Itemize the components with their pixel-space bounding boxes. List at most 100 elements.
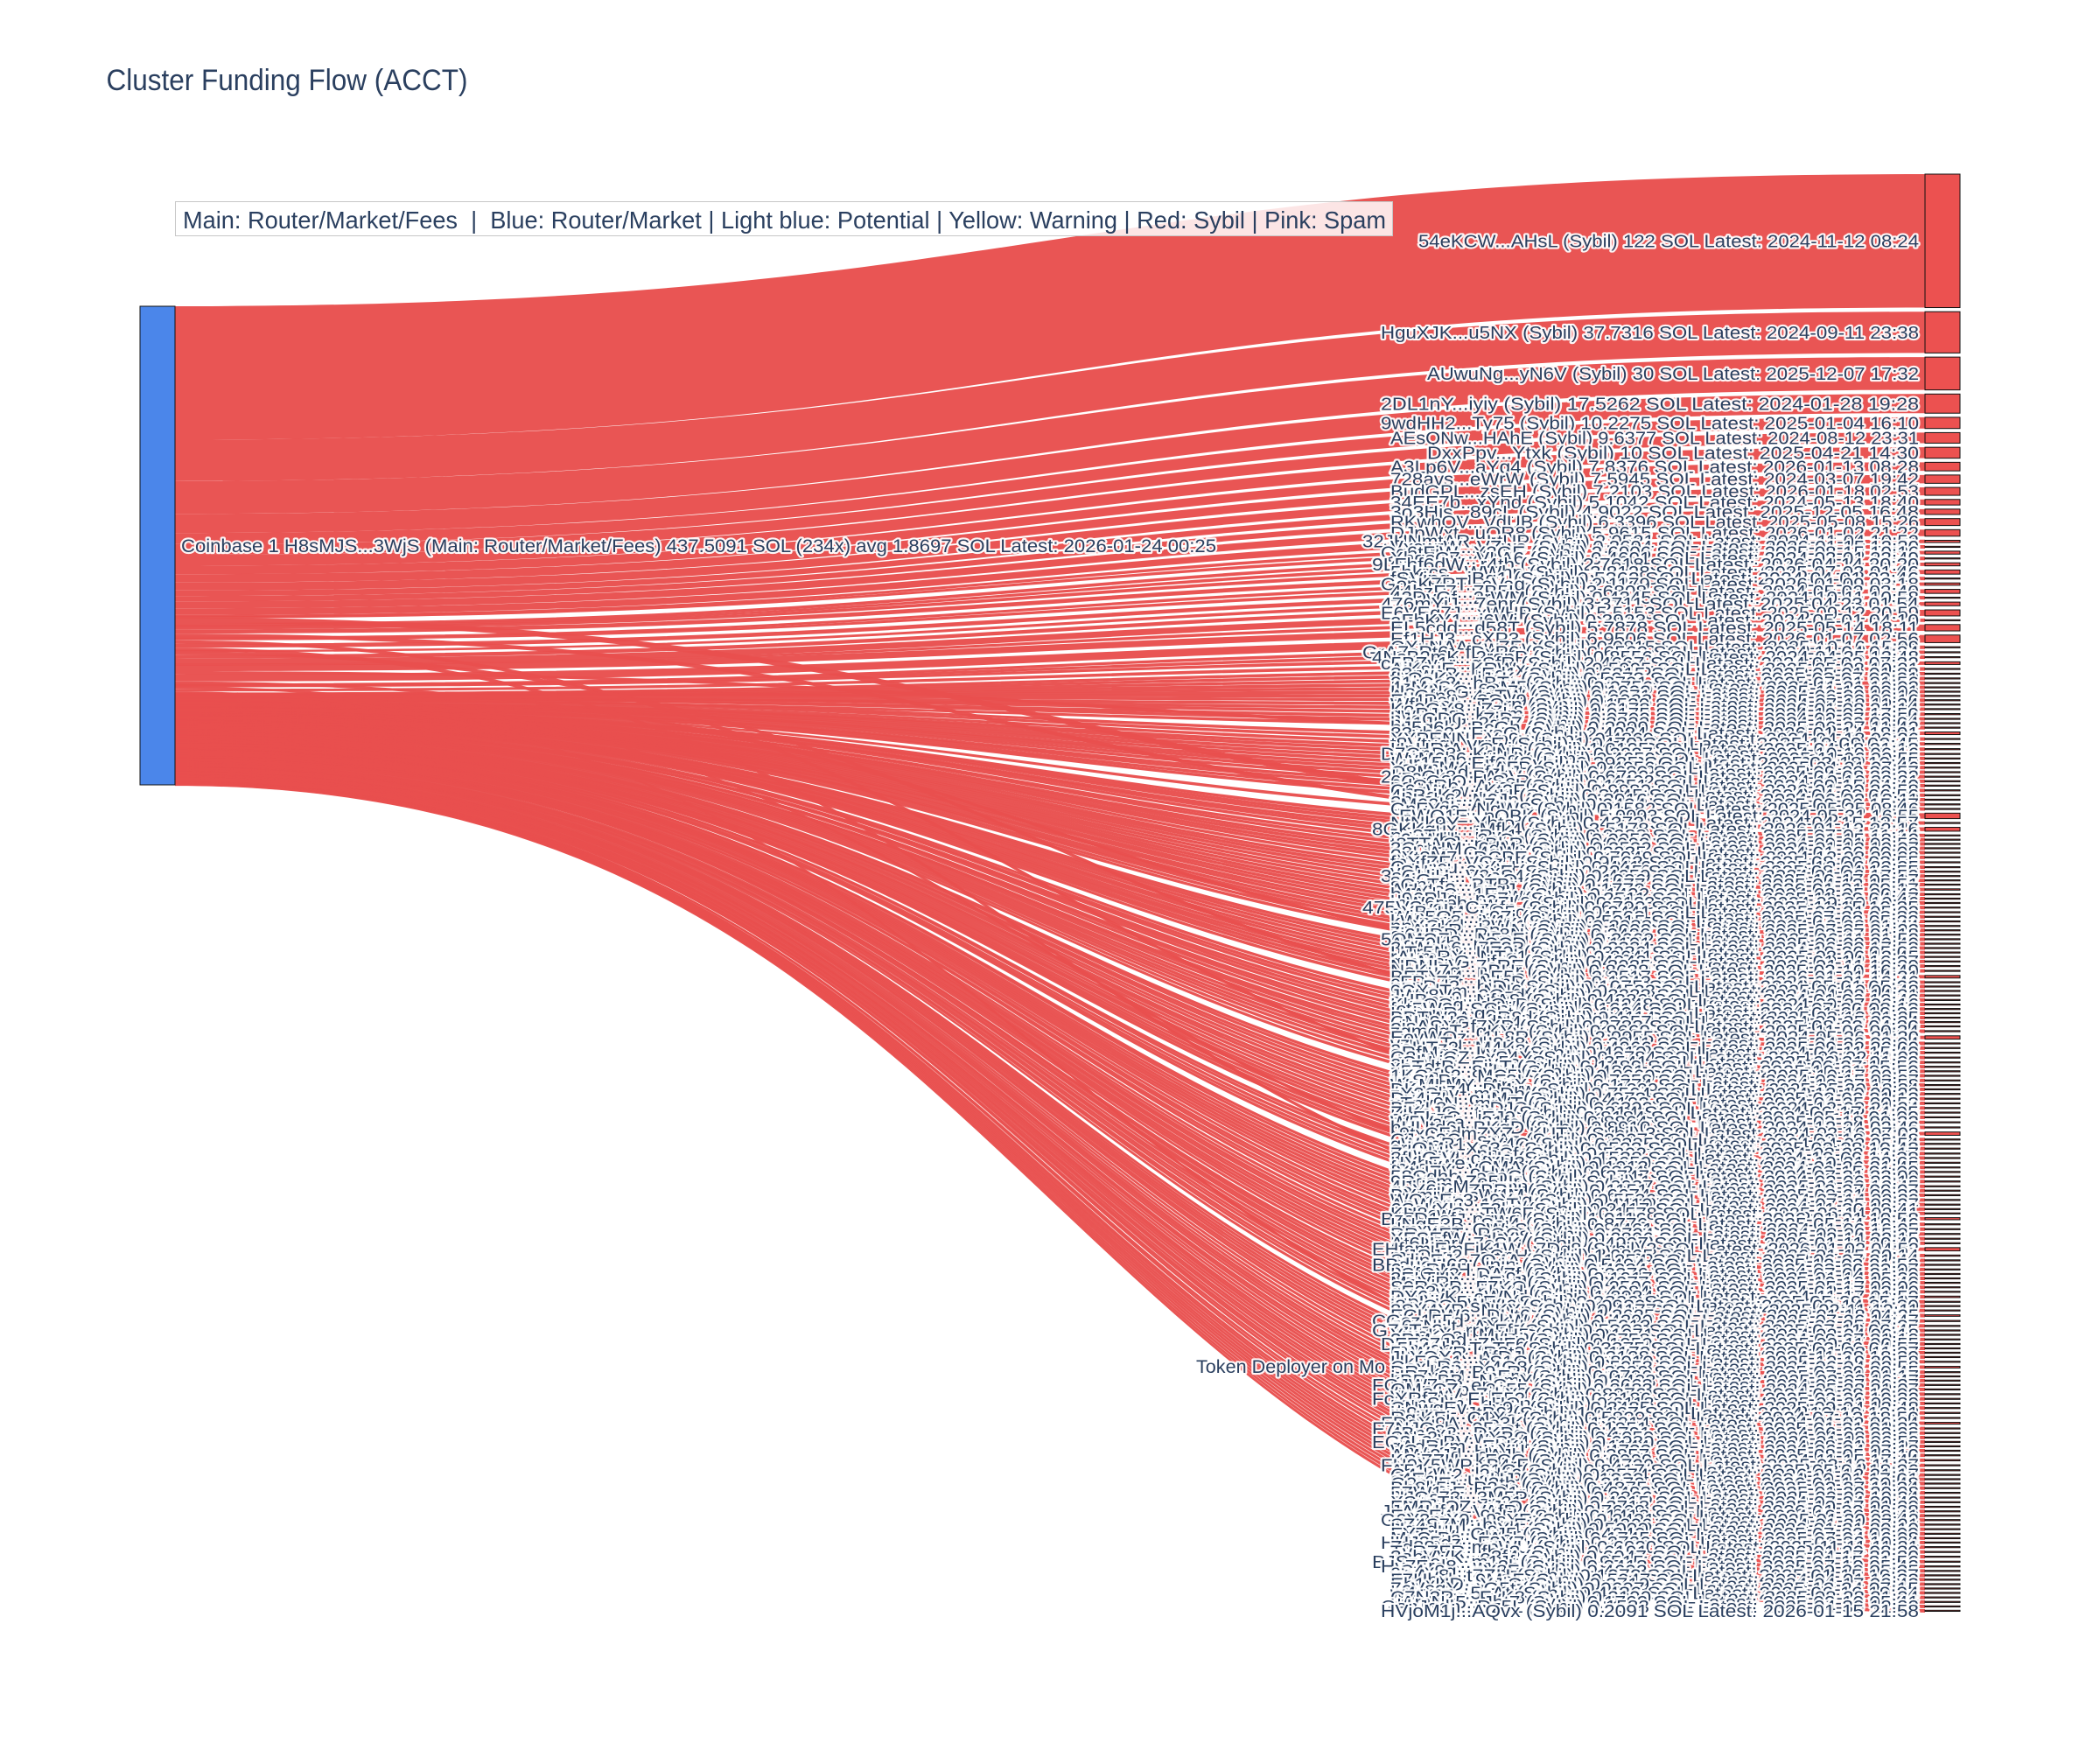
svg-text:3ahVVK...e3f4 (Sybil) 0.6047 S: 3ahVVK...e3f4 (Sybil) 0.6047 SOL Latest:… (1390, 1548, 1919, 1567)
svg-text:ng3Tqu...jPw1 (Sybil) 0.2288 S: ng3Tqu...jPw1 (Sybil) 0.2288 SOL Latest:… (1390, 827, 1919, 846)
svg-text:cS4x9q...zY8F (Sybil) 0.4693 S: cS4x9q...zY8F (Sybil) 0.4693 SOL Latest:… (1390, 1562, 1919, 1581)
svg-text:CGsz155d...sskW (Sybil) 0.4390: CGsz155d...sskW (Sybil) 0.4390 SOL Lates… (1372, 1312, 1919, 1332)
svg-text:4bBdK2...ivtU (Sybil) 0.3445 S: 4bBdK2...ivtU (Sybil) 0.3445 SOL Latest:… (1390, 787, 1919, 806)
svg-text:AiKsuE...KRWx (Sybil) 0.5905 S: AiKsuE...KRWx (Sybil) 0.5905 SOL Latest:… (1390, 661, 1919, 680)
svg-text:t8Vtug...vrrE (Sybil) 1.0479 S: t8Vtug...vrrE (Sybil) 1.0479 SOL Latest:… (1390, 735, 1919, 754)
svg-text:SZ4S7M...bvqE (Sybil) 0.4206 S: SZ4S7M...bvqE (Sybil) 0.4206 SOL Latest:… (1390, 1516, 1919, 1535)
svg-text:cj6HDD...Ro8N (Sybil) 0.3426 S: cj6HDD...Ro8N (Sybil) 0.3426 SOL Latest:… (1390, 926, 1919, 945)
svg-text:9LFhf6dW...r4th (Sybil) 2.7618: 9LFhf6dW...r4th (Sybil) 2.7618 SOL Lates… (1372, 556, 1919, 575)
svg-text:HVjoM1j...AQvx (Sybil) 0.2091: HVjoM1j...AQvx (Sybil) 0.2091 SOL Latest… (1381, 1602, 1919, 1621)
svg-text:tqpLjj...5wEc (Sybil) 0.2306 S: tqpLjj...5wEc (Sybil) 0.2306 SOL Latest:… (1390, 1293, 1919, 1312)
svg-text:43DyGf...2rWM (Sybil) 0.4345 S: 43DyGf...2rWM (Sybil) 0.4345 SOL Latest:… (1390, 589, 1919, 608)
svg-text:6wyRMH...ryaj (Sybil) 0.4234 S: 6wyRMH...ryaj (Sybil) 0.4234 SOL Latest:… (1390, 1261, 1919, 1280)
svg-text:AHxta9...hpgJ (Sybil) 1.1772 S: AHxta9...hpgJ (Sybil) 1.1772 SOL Latest:… (1390, 881, 1919, 900)
svg-text:Ex4PaA...8QV9 (Sybil) 0.3023 S: Ex4PaA...8QV9 (Sybil) 0.3023 SOL Latest:… (1390, 691, 1919, 710)
svg-text:YweLXo...MyH5 (Sybil) 0.1971 S: YweLXo...MyH5 (Sybil) 0.1971 SOL Latest:… (1390, 1326, 1919, 1346)
svg-text:t8TTAG...pBhR (Sybil) 0.0993 S: t8TTAG...pBhR (Sybil) 0.0993 SOL Latest:… (1390, 836, 1919, 855)
svg-text:h41JHU...2g37 (Sybil) 0.3822 S: h41JHU...2g37 (Sybil) 0.3822 SOL Latest:… (1390, 715, 1919, 734)
svg-text:fLQaKX...iJcK (Sybil) 0.5073 S: fLQaKX...iJcK (Sybil) 0.5073 SOL Latest:… (1390, 669, 1919, 689)
svg-text:AMy2Jd...dAJh (Sybil) 0.3857 S: AMy2Jd...dAJh (Sybil) 0.3857 SOL Latest:… (1390, 1446, 1919, 1466)
svg-text:DxxPpv...Ytxk (Sybil) 10 SOL L: DxxPpv...Ytxk (Sybil) 10 SOL Latest: 202… (1427, 444, 1919, 463)
svg-text:3ELTUX...bm9a (Sybil) 0.1917 S: 3ELTUX...bm9a (Sybil) 0.1917 SOL Latest:… (1390, 1270, 1919, 1289)
svg-text:DY6rvK...oWNd (Sybil) 1.2984 S: DY6rvK...oWNd (Sybil) 1.2984 SOL Latest:… (1390, 1288, 1919, 1307)
svg-text:Hv7Frd8...wy2b (Sybil) 0.2413: Hv7Frd8...wy2b (Sybil) 0.2413 SOL Latest… (1381, 1558, 1919, 1577)
svg-text:2DL1nY...iyiy (Sybil) 17.5262: 2DL1nY...iyiy (Sybil) 17.5262 SOL Latest… (1381, 395, 1919, 414)
svg-text:A3Lp6V...aYg4 (Sybil) 7.8376 S: A3Lp6V...aYg4 (Sybil) 7.8376 SOL Latest:… (1390, 458, 1919, 477)
svg-text:6ScLXU...53kn (Sybil) 0.2417 S: 6ScLXU...53kn (Sybil) 0.2417 SOL Latest:… (1390, 1200, 1919, 1220)
svg-text:Bb8k5J...P2qc (Sybil) 0.4875 S: Bb8k5J...P2qc (Sybil) 0.4875 SOL Latest:… (1390, 1480, 1919, 1499)
svg-text:xbTdtB...FipT (Sybil) 0.1480 S: xbTdtB...FipT (Sybil) 0.1480 SOL Latest:… (1390, 1058, 1919, 1077)
svg-text:c4Ecgj...ugHJ (Sybil) 0.1232 S: c4Ecgj...ugHJ (Sybil) 0.1232 SOL Latest:… (1390, 1471, 1919, 1490)
svg-text:u96PJg...na7y (Sybil) 0.2511 S: u96PJg...na7y (Sybil) 0.2511 SOL Latest:… (1390, 890, 1919, 909)
svg-text:gE93w2...phXd (Sybil) 0.4084 S: gE93w2...phXd (Sybil) 0.4084 SOL Latest:… (1390, 1283, 1919, 1302)
svg-text:in9gpv...JtB9 (Sybil) 1.0167 S: in9gpv...JtB9 (Sybil) 1.0167 SOL Latest:… (1390, 1404, 1919, 1424)
svg-text:zgAKhR...bpLN (Sybil) 0.1092 S: zgAKhR...bpLN (Sybil) 0.1092 SOL Latest:… (1390, 921, 1919, 941)
svg-text:RgjKFi...C1Xe (Sybil) 0.5829 S: RgjKFi...C1Xe (Sybil) 0.5829 SOL Latest:… (1390, 1410, 1919, 1429)
svg-text:A51zqL...j61C (Sybil) 0.8417 S: A51zqL...j61C (Sybil) 0.8417 SOL Latest:… (1390, 1461, 1919, 1480)
svg-text:cHBpzu...NfA8 (Sybil) 0.4386 S: cHBpzu...NfA8 (Sybil) 0.4386 SOL Latest:… (1390, 991, 1919, 1011)
svg-text:hJqGDG...ZiDy (Sybil) 0.0702 S: hJqGDG...ZiDy (Sybil) 0.0702 SOL Latest:… (1390, 710, 1919, 730)
svg-text:eaFLzC...jFJ9 (Sybil) 0.8184 S: eaFLzC...jFJ9 (Sybil) 0.8184 SOL Latest:… (1390, 1109, 1919, 1128)
svg-text:BzsD1of...pgwq (Sybil) 1.9116: BzsD1of...pgwq (Sybil) 1.9116 SOL Latest… (1381, 1210, 1919, 1229)
svg-text:Eb1xUD...YJiG (Sybil) 0.3719 S: Eb1xUD...YJiG (Sybil) 0.3719 SOL Latest:… (1390, 1576, 1919, 1595)
svg-text:eXt3M7...DCPE (Sybil) 0.7049 S: eXt3M7...DCPE (Sybil) 0.7049 SOL Latest:… (1390, 849, 1919, 868)
svg-text:7cVsqY...yG5t (Sybil) 0.0697 S: 7cVsqY...yG5t (Sybil) 0.0697 SOL Latest:… (1390, 1580, 1919, 1600)
svg-text:KH8cwG...TW6F (Sybil) 0.1578 S: KH8cwG...TW6F (Sybil) 0.1578 SOL Latest:… (1390, 1205, 1919, 1224)
svg-text:4zMpS4...eoM5 (Sybil) 0.0756 S: 4zMpS4...eoM5 (Sybil) 0.0756 SOL Latest:… (1390, 679, 1919, 698)
svg-text:Lur15L...Ejf6 (Sybil) 0.3925 S: Lur15L...Ejf6 (Sybil) 0.3925 SOL Latest:… (1390, 754, 1919, 774)
svg-text:W5Va5a...31fe (Sybil) 0.8864 S: W5Va5a...31fe (Sybil) 0.8864 SOL Latest:… (1390, 1114, 1919, 1133)
svg-text:Wjn5Q5...k97j (Sybil) 0.4562 S: Wjn5Q5...k97j (Sybil) 0.4562 SOL Latest:… (1390, 908, 1919, 928)
svg-text:CqLhcu...cXwH (Sybil) 0.4416 S: CqLhcu...cXwH (Sybil) 0.4416 SOL Latest:… (1390, 858, 1919, 878)
svg-text:FDoXi9A...Ao3K (Sybil) 1.6214: FDoXi9A...Ao3K (Sybil) 1.6214 SOL Latest… (1381, 1415, 1919, 1434)
svg-text:Main: Router/Market/Fees | B: Main: Router/Market/Fees | Blue: Router/… (183, 206, 1386, 234)
svg-text:BETY44...bE5e (Sybil) 2.3517 S: BETY44...bE5e (Sybil) 2.3517 SOL Latest:… (1390, 968, 1919, 987)
svg-text:3PMzQd...LHuj (Sybil) 0.6758 S: 3PMzQd...LHuj (Sybil) 0.6758 SOL Latest:… (1390, 1331, 1919, 1350)
svg-text:EpCE4p...9bLk (Sybil) 0.1412 S: EpCE4p...9bLk (Sybil) 0.1412 SOL Latest:… (1390, 1507, 1919, 1526)
svg-text:NsKu7g...nBHr (Sybil) 0.8638 S: NsKu7g...nBHr (Sybil) 0.8638 SOL Latest:… (1390, 962, 1919, 982)
svg-text:cFPgZZ...AdnD (Sybil) 0.1843 S: cFPgZZ...AdnD (Sybil) 0.1843 SOL Latest:… (1390, 974, 1919, 993)
svg-text:At6Umr...7cSK (Sybil) 0.4997 S: At6Umr...7cSK (Sybil) 0.4997 SOL Latest:… (1390, 1235, 1919, 1254)
svg-text:5QMQZo...N5pFj (Sybil) 0.3662: 5QMQZo...N5pFj (Sybil) 0.3662 SOL Latest… (1381, 930, 1919, 949)
svg-text:MyCrPa...1Aoh (Sybil) 0.1745 S: MyCrPa...1Aoh (Sybil) 0.1745 SOL Latest:… (1390, 1530, 1919, 1549)
svg-text:FGJW7rP...enGsL (Sybil) 0.2663: FGJW7rP...enGsL (Sybil) 0.2663 SOL Lates… (1372, 1376, 1919, 1396)
svg-text:qeY6iu...ZBRH (Sybil) 0.1151 S: qeY6iu...ZBRH (Sybil) 0.1151 SOL Latest:… (1390, 1182, 1919, 1201)
svg-text:BudGPL...zsEH (Sybil) 7.2103 S: BudGPL...zsEH (Sybil) 7.2103 SOL Latest:… (1390, 483, 1919, 502)
svg-text:Q8MnVd...fzkJ (Sybil) 0.4680 S: Q8MnVd...fzkJ (Sybil) 0.4680 SOL Latest:… (1390, 764, 1919, 783)
svg-text:GexhR6...X4G8 (Sybil) 1.5058 S: GexhR6...X4G8 (Sybil) 1.5058 SOL Latest:… (1390, 1359, 1919, 1378)
svg-text:475VSyoj...Czcfn (Sybil) 0.679: 475VSyoj...Czcfn (Sybil) 0.6790 SOL Late… (1362, 899, 1919, 918)
svg-text:2kzcCk8...PAeV (Sybil) 0.6790: 2kzcCk8...PAeV (Sybil) 0.6790 SOL Latest… (1381, 768, 1919, 788)
svg-text:dmxyey...CWxS (Sybil) 0.4461 S: dmxyey...CWxS (Sybil) 0.4461 SOL Latest:… (1390, 1221, 1919, 1240)
svg-text:JJA4Uf4...VAfP (Sybil) 0.7669: JJA4Uf4...VAfP (Sybil) 0.7669 SOL Latest… (1381, 1502, 1919, 1522)
svg-text:BBduoU68...injn (Sybil) 0.5494: BBduoU68...injn (Sybil) 0.5494 SOL Lates… (1372, 1256, 1919, 1276)
svg-text:NDNLiV...7cRE (Sybil) 0.3935 S: NDNLiV...7cRE (Sybil) 0.3935 SOL Latest:… (1390, 957, 1919, 976)
svg-text:WfHhek...TQrp (Sybil) 0.1530 S: WfHhek...TQrp (Sybil) 0.1530 SOL Latest:… (1390, 696, 1919, 715)
svg-text:LqjwpR...geht (Sybil) 0.1204 S: LqjwpR...geht (Sybil) 0.1204 SOL Latest:… (1390, 1004, 1919, 1024)
svg-text:Zuwhka...pbCf (Sybil) 0.5202 S: Zuwhka...pbCf (Sybil) 0.5202 SOL Latest:… (1390, 1144, 1919, 1164)
svg-text:G8wVGZ...xS4X (Sybil) 0.9784 S: G8wVGZ...xS4X (Sybil) 0.9784 SOL Latest:… (1390, 1049, 1919, 1068)
svg-text:9txCFdmZXZ...KUTY (Sybil) 3 SO: 9txCFdmZXZ...KUTY (Sybil) 3 SOL Latest: … (1399, 1125, 1919, 1144)
svg-text:fn4dVx...yCMA (Sybil) 0.1013 S: fn4dVx...yCMA (Sybil) 0.1013 SOL Latest:… (1390, 1158, 1919, 1178)
svg-text:QMnCZp...9y55 (Sybil) 0.3483 S: QMnCZp...9y55 (Sybil) 0.3483 SOL Latest:… (1390, 1381, 1919, 1400)
svg-text:Hq4duu...LcX4 (Sybil) 0.5000 S: Hq4duu...LcX4 (Sybil) 0.5000 SOL Latest:… (1390, 1521, 1919, 1540)
svg-text:UTr5Nu...UZ9i (Sybil) 0.3036 S: UTr5Nu...UZ9i (Sybil) 0.3036 SOL Latest:… (1390, 944, 1919, 963)
svg-text:3vWen6...7F3B (Sybil) 0.3334 S: 3vWen6...7F3B (Sybil) 0.3334 SOL Latest:… (1390, 940, 1919, 959)
svg-text:HP7y2M...tnEm (Sybil) 0.0796 S: HP7y2M...tnEm (Sybil) 0.0796 SOL Latest:… (1390, 1368, 1919, 1387)
svg-text:ySNjcr...6XxF (Sybil) 0.2245 S: ySNjcr...6XxF (Sybil) 0.2245 SOL Latest:… (1390, 863, 1919, 882)
svg-text:58Cdhb...esoG (Sybil) 0.3747 S: 58Cdhb...esoG (Sybil) 0.3747 SOL Latest:… (1390, 1168, 1919, 1187)
svg-text:ebLsb6...N6Jp (Sybil) 0.3916 S: ebLsb6...N6Jp (Sybil) 0.3916 SOL Latest:… (1390, 791, 1919, 810)
svg-text:GrA7sPt6...fDxP6 (Sybil) 0.656: GrA7sPt6...fDxP6 (Sybil) 0.6560 SOL Late… (1362, 644, 1919, 663)
svg-text:fnXfZF...VCzJ (Sybil) 0.9563 S: fnXfZF...VCzJ (Sybil) 0.9563 SOL Latest:… (1390, 854, 1919, 873)
svg-text:GonK7RT...cVag (Sybil) 2.1179: GonK7RT...cVag (Sybil) 2.1179 SOL Latest… (1381, 576, 1919, 595)
svg-text:Qg6tFjW...X3GE (Sybil) 2.6906: Qg6tFjW...X3GE (Sybil) 2.6906 SOL Latest… (1381, 544, 1919, 564)
svg-text:uaSAPm...eF3L (Sybil) 0.7258 S: uaSAPm...eF3L (Sybil) 0.7258 SOL Latest:… (1390, 1072, 1919, 1091)
svg-text:5ZW1yE...5Q1r (Sybil) 0.6493 S: 5ZW1yE...5Q1r (Sybil) 0.6493 SOL Latest:… (1390, 1484, 1919, 1503)
svg-text:EL5cdd...d58T (Sybil) 5.7878 S: EL5cdd...d58T (Sybil) 5.7878 SOL Latest:… (1390, 619, 1919, 638)
svg-text:RKwhOV...VdUB (Sybil) 6.3396 S: RKwhOV...VdUB (Sybil) 6.3396 SOL Latest:… (1390, 514, 1919, 533)
svg-text:bHUtd6...BKqD (Sybil) 0.8910 S: bHUtd6...BKqD (Sybil) 0.8910 SOL Latest:… (1390, 1119, 1919, 1138)
svg-text:pdQtRb...Aved (Sybil) 0.1251 S: pdQtRb...Aved (Sybil) 0.1251 SOL Latest:… (1390, 777, 1919, 796)
svg-text:BYmjvf...sW4M (Sybil) 0.6674 S: BYmjvf...sW4M (Sybil) 0.6674 SOL Latest:… (1390, 1186, 1919, 1206)
svg-text:E6VEg7J...xWHP (Sybil) 5.5153: E6VEg7J...xWHP (Sybil) 5.5153 SOL Latest… (1381, 605, 1919, 624)
svg-text:TvRZFR...fbd3 (Sybil) 0.6191 S: TvRZFR...fbd3 (Sybil) 0.6191 SOL Latest:… (1390, 1544, 1919, 1563)
svg-text:zM62hi...A7pu (Sybil) 0.6424 S: zM62hi...A7pu (Sybil) 0.6424 SOL Latest:… (1390, 795, 1919, 815)
svg-text:GnFYqa...NqWS (Sybil) 0.1582 S: GnFYqa...NqWS (Sybil) 0.1582 SOL Latest:… (1390, 801, 1919, 820)
